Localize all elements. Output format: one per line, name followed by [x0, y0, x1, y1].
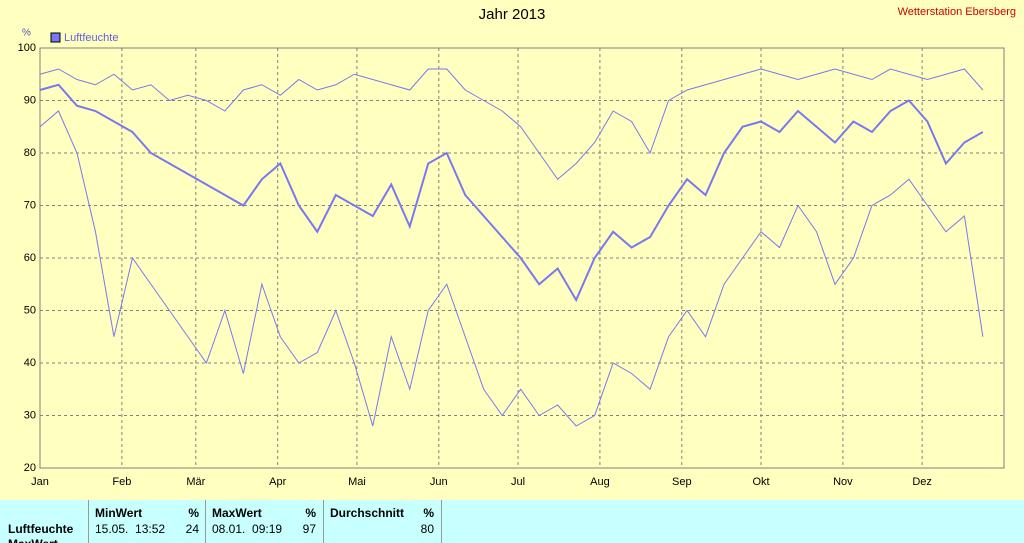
y-tick-label: 50 [24, 304, 36, 316]
x-tick-label: Okt [752, 476, 769, 488]
cell-time: 15.05. 13:52 [95, 522, 166, 536]
x-tick-label: Jul [511, 476, 525, 488]
x-tick-label: Jan [31, 476, 49, 488]
series-line [39, 110, 984, 427]
cell-value: 24 [185, 522, 199, 536]
x-tick-label: Aug [590, 476, 610, 488]
x-tick-label: Jun [430, 476, 448, 488]
column-title: Durchschnitt [330, 506, 405, 520]
column-title: MinWert [95, 506, 143, 520]
y-tick-label: 70 [24, 199, 36, 211]
x-tick-label: Sep [672, 476, 692, 488]
x-tick-label: Mär [186, 476, 205, 488]
row-label: Luftfeuchte [8, 522, 74, 536]
cell-time: 08.01. 09:19 [212, 522, 283, 536]
y-unit: % [22, 28, 31, 39]
stats-column: MaxWert% 08.01. 09:19 97 [205, 500, 324, 543]
y-tick-label: 100 [18, 42, 36, 54]
chart-title: Jahr 2013 [479, 6, 546, 23]
chart: Jahr 2013 Wetterstation Ebersberg % Luft… [18, 6, 1016, 488]
stats-table: LuftfeuchteMaxWertMinWert%15.05. 13:5224… [0, 500, 1024, 543]
y-tick-label: 60 [24, 252, 36, 264]
x-tick-label: Apr [269, 476, 286, 488]
stats-column: MinWert% 15.05. 13:52 24 [88, 500, 207, 543]
series-line [39, 83, 984, 303]
column-unit: % [305, 506, 316, 520]
x-tick-label: Feb [112, 476, 131, 488]
column-title: MaxWert [212, 506, 262, 520]
table-spacer [441, 500, 1024, 543]
cell-value: 97 [302, 522, 316, 536]
x-tick-label: Nov [833, 476, 853, 488]
column-unit: % [423, 506, 434, 520]
y-tick-label: 90 [24, 94, 36, 106]
row-label: MaxWert [8, 537, 58, 543]
y-tick-label: 20 [24, 462, 36, 474]
legend-label: Luftfeuchte [64, 32, 118, 44]
station-name: Wetterstation Ebersberg [898, 6, 1016, 18]
legend-swatch [50, 32, 61, 43]
y-tick-label: 30 [24, 409, 36, 421]
y-tick-label: 40 [24, 357, 36, 369]
stats-column: Durchschnitt% 80 [323, 500, 442, 543]
x-tick-label: Dez [912, 476, 932, 488]
y-tick-label: 80 [24, 147, 36, 159]
cell-value: 80 [420, 522, 434, 536]
x-tick-label: Mai [348, 476, 366, 488]
series-line [39, 68, 984, 180]
column-unit: % [188, 506, 199, 520]
